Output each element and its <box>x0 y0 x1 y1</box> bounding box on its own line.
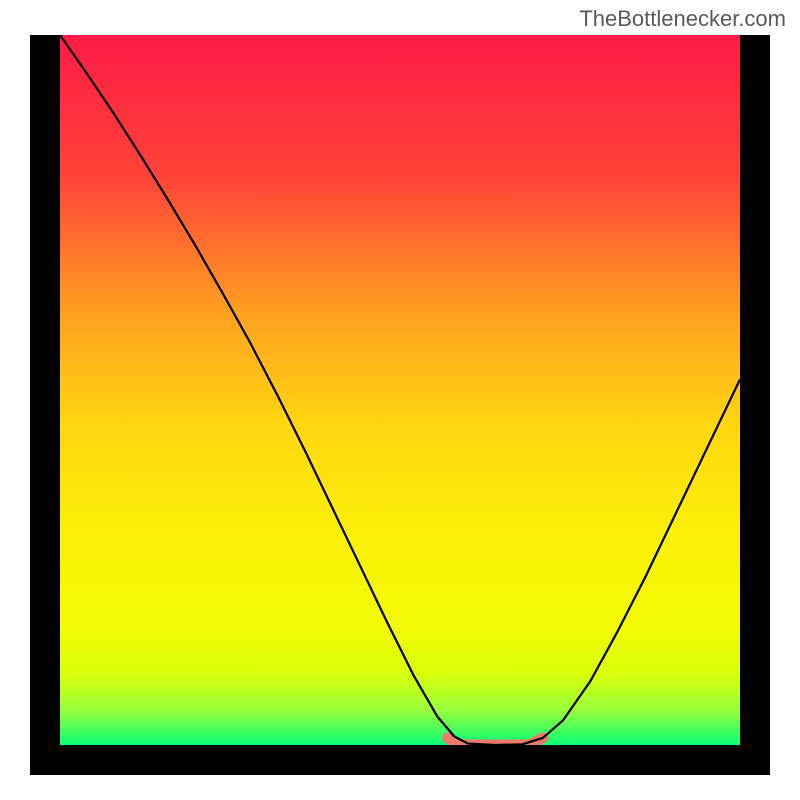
plot-border-left <box>30 35 60 775</box>
figure-container: TheBottlenecker.com <box>0 0 800 800</box>
plot-border-bottom <box>30 745 770 775</box>
plot-svg <box>0 0 800 800</box>
gradient-background <box>60 35 740 745</box>
plot-border-right <box>740 35 770 775</box>
